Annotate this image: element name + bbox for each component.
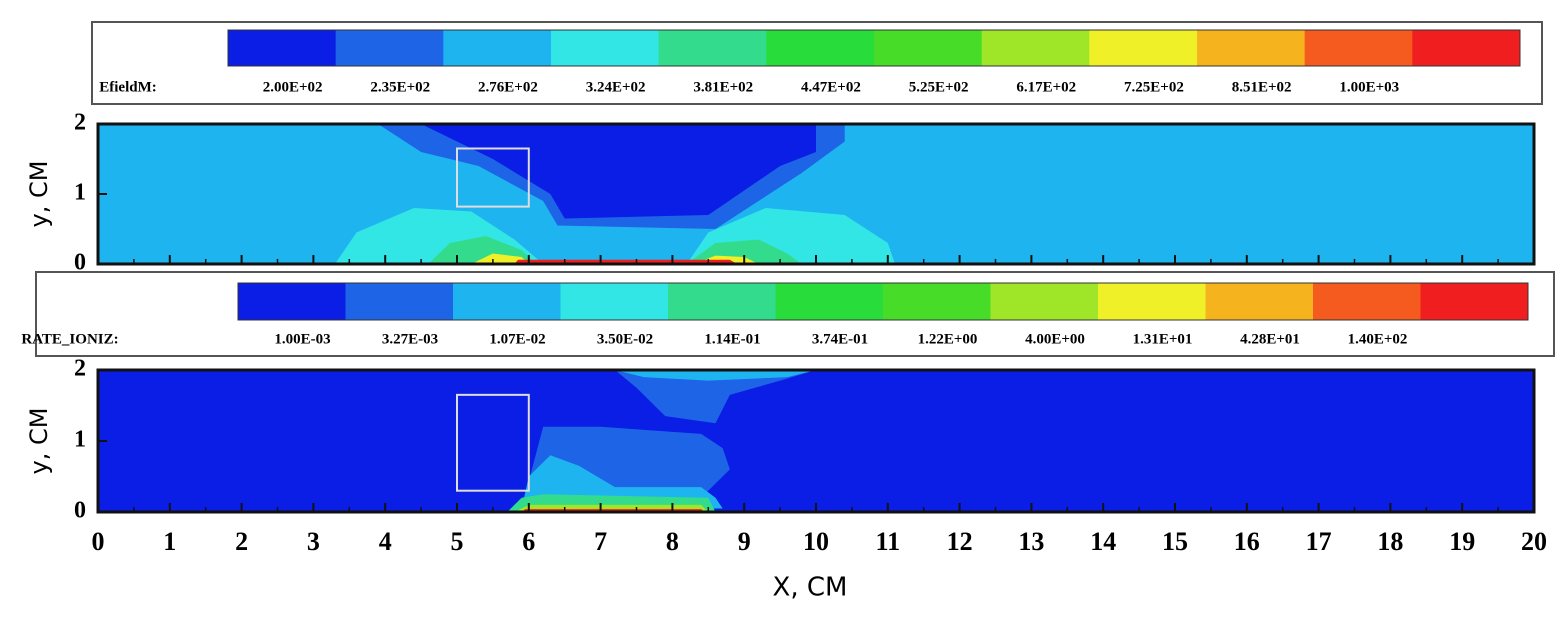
x-tick-label: 14 [1090,527,1116,556]
contour-region [614,370,816,424]
x-tick-label: 11 [876,527,901,556]
color-swatch [990,283,1099,320]
color-swatch [981,30,1090,66]
color-swatch [335,30,444,66]
x-tick-label: 1 [163,527,176,556]
x-tick-label: 20 [1521,527,1547,556]
colorbar-tick-label: 8.51E+02 [1232,79,1292,95]
colorbar-tick-label: 3.74E-01 [812,331,868,347]
color-swatch [345,283,454,320]
color-swatch [1420,283,1529,320]
x-tick-label: 8 [666,527,679,556]
y-tick-label: 2 [74,110,86,136]
colorbar-tick-label: 5.25E+02 [909,79,969,95]
color-swatch [1089,30,1198,66]
colorbar-frame [227,29,1521,67]
colorbar-tick-label: 6.17E+02 [1016,79,1076,95]
y-tick-label: 1 [74,427,86,453]
y-axis-label: y, CM [25,161,53,228]
color-swatch [238,283,346,320]
colorbar-tick-label: 4.00E+00 [1025,331,1085,347]
color-swatch [443,30,552,66]
color-swatch [766,30,875,66]
color-swatch [668,283,776,320]
colorbar-tick-label: 3.24E+02 [586,79,646,95]
colorbar-tick-label: 1.22E+00 [918,331,978,347]
colorbar-tick-label: 3.27E-03 [382,331,438,347]
x-tick-label: 19 [1449,527,1475,556]
contour-region [471,253,529,264]
color-swatch [658,30,767,66]
color-swatch [1412,30,1521,66]
electrode-outline [456,147,530,208]
x-axis-label: X, CM [773,573,848,603]
electrode-outline [456,393,530,492]
y-tick-label: 0 [74,250,86,276]
x-tick-label: 13 [1018,527,1044,556]
x-tick-label: 5 [451,527,464,556]
colorbar-tick-label: 1.00E+03 [1339,79,1399,95]
y-tick-label: 1 [74,180,86,206]
color-swatch [883,283,991,320]
colorbar-tick-label: 1.40E+02 [1348,331,1408,347]
colorbar-tick-label: 7.25E+02 [1124,79,1184,95]
colorbar-tick-label: 1.07E-02 [489,331,545,347]
x-tick-label: 0 [92,527,105,556]
color-swatch [560,283,669,320]
x-tick-label: 12 [947,527,973,556]
color-swatch [1197,30,1306,66]
colorbar-tick-label: 1.14E-01 [704,331,760,347]
y-axis-label: y, CM [25,408,53,475]
color-swatch [228,30,337,66]
colorbar-tick-label: 1.31E+01 [1133,331,1193,347]
color-swatch [1205,283,1314,320]
contour-region [614,370,816,381]
color-swatch [551,30,660,66]
colorbar-label: EfieldM: [99,79,157,95]
colorbar-tick-label: 2.00E+02 [263,79,323,95]
x-tick-label: 10 [803,527,829,556]
x-tick-label: 18 [1377,527,1403,556]
colorbar-tick-label: 4.28E+01 [1240,331,1300,347]
colorbar-tick-label: 1.00E-03 [274,331,330,347]
x-tick-label: 3 [307,527,320,556]
color-swatch [1313,283,1421,320]
contour-background [98,370,1534,512]
x-tick-label: 4 [379,527,392,556]
colorbar-tick-label: 3.50E-02 [597,331,653,347]
colorbar-tick-label: 2.35E+02 [370,79,430,95]
color-swatch [775,283,884,320]
color-swatch [1304,30,1413,66]
x-tick-label: 16 [1234,527,1260,556]
y-tick-label: 0 [74,498,86,524]
colorbar-tick-label: 4.47E+02 [801,79,861,95]
colorbar-tick-label: 3.81E+02 [693,79,753,95]
colorbar-label: RATE_IONIZ: [21,331,118,347]
color-swatch [874,30,983,66]
colorbar-tick-label: 2.76E+02 [478,79,538,95]
y-tick-label: 2 [74,356,86,382]
x-tick-label: 6 [522,527,535,556]
x-tick-label: 2 [235,527,248,556]
color-swatch [453,283,561,320]
color-swatch [1098,283,1206,320]
x-tick-label: 9 [738,527,751,556]
x-tick-label: 7 [594,527,607,556]
x-tick-label: 15 [1162,527,1188,556]
colorbar-frame [237,282,1529,321]
x-tick-label: 17 [1306,527,1332,556]
